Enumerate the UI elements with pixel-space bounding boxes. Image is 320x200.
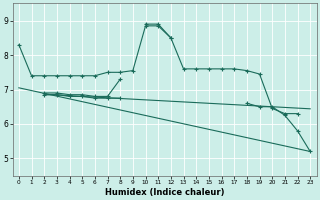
X-axis label: Humidex (Indice chaleur): Humidex (Indice chaleur) <box>105 188 224 197</box>
